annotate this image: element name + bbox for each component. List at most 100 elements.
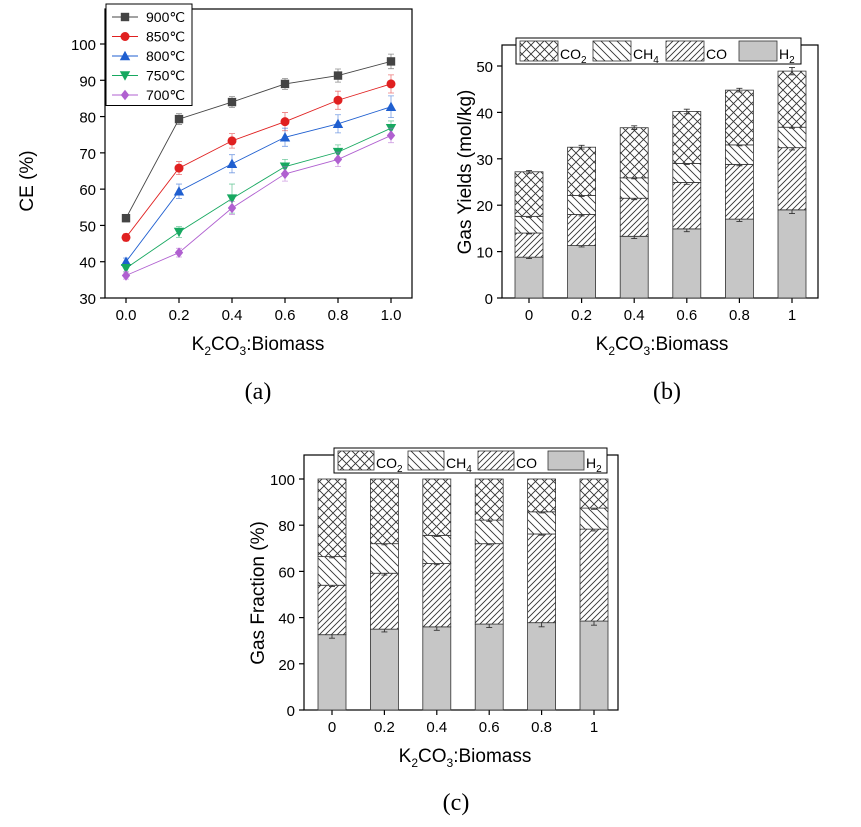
bar-segment-h2 — [369, 628, 399, 711]
data-point — [120, 256, 132, 266]
data-point — [280, 79, 290, 89]
data-point — [333, 95, 343, 105]
bar-segment-ch4 — [474, 519, 504, 545]
error-bar — [526, 169, 532, 174]
data-point — [332, 118, 344, 129]
bar-segment-co — [474, 543, 504, 625]
series-4 — [121, 127, 396, 281]
data-point — [119, 50, 131, 61]
y-tick-label-a: 90 — [79, 73, 96, 90]
bar-segment-ch4 — [317, 556, 347, 586]
y-tick-label-b: 30 — [476, 152, 493, 169]
bar-segment-ch4 — [567, 195, 596, 215]
legend-label: 800℃ — [146, 48, 185, 64]
bar-segment-ch4 — [619, 177, 649, 199]
bar-segment-ch4 — [422, 534, 452, 564]
bar-segment-h2 — [474, 623, 504, 711]
x-tick-label-a: 0.2 — [169, 307, 190, 324]
bar-segment-h2 — [514, 256, 544, 299]
data-point — [226, 158, 238, 168]
bar-segment-co — [422, 563, 452, 628]
legend-swatch — [519, 40, 559, 62]
panel-label-a: (a) — [245, 379, 272, 405]
data-point — [173, 227, 185, 238]
legend-swatch — [337, 450, 375, 471]
y-tick-label-b: 50 — [476, 59, 493, 76]
x-tick-label-b: 0.6 — [676, 307, 697, 324]
data-point — [386, 130, 396, 141]
x-tick-label-b: 0 — [525, 307, 533, 324]
y-tick-label-c: 40 — [278, 611, 295, 628]
x-tick-label-b: 0.2 — [571, 307, 592, 324]
x-tick-label-a: 0.8 — [328, 307, 349, 324]
error-bar — [631, 125, 638, 131]
panel-label-b: (b) — [653, 379, 681, 405]
bar-segment-h2 — [579, 620, 609, 711]
bar-segment-co2 — [317, 478, 347, 558]
bar-segment-co2 — [369, 478, 399, 545]
bar-segment-co2 — [514, 171, 544, 217]
series-line — [125, 127, 392, 269]
y-tick-label-c: 80 — [278, 518, 295, 535]
bar-segment-h2 — [317, 634, 347, 711]
y-tick-label-a: 70 — [79, 146, 96, 163]
legend-a — [105, 3, 193, 106]
y-tick-label-b: 0 — [485, 291, 493, 308]
plot-frame-a — [104, 8, 413, 299]
data-point — [174, 247, 184, 258]
bar-segment-ch4 — [369, 543, 399, 574]
bar-segment-ch4 — [672, 163, 702, 183]
error-bar — [736, 87, 743, 93]
bar-segment-co2 — [474, 478, 504, 521]
y-tick-label-c: 20 — [278, 657, 295, 674]
y-tick-label-b: 10 — [476, 245, 493, 262]
bar-segment-h2 — [567, 245, 596, 299]
bar-segment-ch4 — [527, 511, 556, 535]
bar-segment-ch4 — [579, 507, 609, 530]
bar-segment-co — [369, 572, 399, 630]
x-tick-label-b: 0.4 — [624, 307, 645, 324]
y-tick-label-a: 50 — [79, 218, 96, 235]
legend-label: CO — [706, 46, 727, 62]
bar-segment-co — [567, 214, 596, 246]
bar-segment-h2 — [672, 228, 702, 299]
bar-segment-h2 — [777, 209, 807, 299]
data-point — [333, 71, 343, 80]
legend-swatch — [477, 450, 515, 471]
error-bar — [789, 66, 795, 76]
data-point — [280, 117, 290, 127]
bar-segment-h2 — [527, 622, 556, 711]
x-tick-label-a: 0.0 — [116, 307, 137, 324]
bar-segment-co — [514, 232, 544, 258]
series-3 — [120, 120, 397, 274]
data-point — [280, 168, 290, 180]
bar-segment-co2 — [422, 478, 452, 536]
legend-swatch — [665, 40, 705, 62]
data-point — [279, 132, 291, 142]
legend-label: H2 — [586, 455, 602, 475]
bar-segment-co2 — [579, 478, 609, 509]
bar-segment-co — [725, 163, 754, 220]
xlabel-a: K2CO3:Biomass — [192, 334, 325, 358]
data-point — [227, 202, 237, 214]
bar-segment-co — [317, 584, 347, 636]
legend-swatch — [738, 40, 778, 62]
data-point — [121, 232, 131, 242]
y-tick-label-c: 0 — [287, 703, 295, 720]
ylabel-b: Gas Yields (mol/kg) — [455, 90, 476, 255]
y-tick-label-a: 100 — [71, 37, 96, 54]
y-tick-label-b: 40 — [476, 105, 493, 122]
bar-segment-h2 — [422, 626, 452, 711]
xlabel-b: K2CO3:Biomass — [596, 334, 729, 358]
x-tick-label-c: 0.6 — [479, 719, 500, 736]
data-point — [174, 163, 184, 173]
bar-segment-co2 — [619, 127, 649, 179]
legend-label: CO2 — [376, 455, 403, 475]
error-bar — [578, 144, 585, 150]
bar-segment-co2 — [567, 146, 596, 196]
chart-a: CE (%) K2CO3:Biomass (a) 30 40 50 60 70 80 90 1… — [17, 3, 413, 405]
data-point — [386, 79, 396, 89]
series-2 — [120, 95, 397, 266]
ylabel-a: CE (%) — [17, 150, 38, 211]
